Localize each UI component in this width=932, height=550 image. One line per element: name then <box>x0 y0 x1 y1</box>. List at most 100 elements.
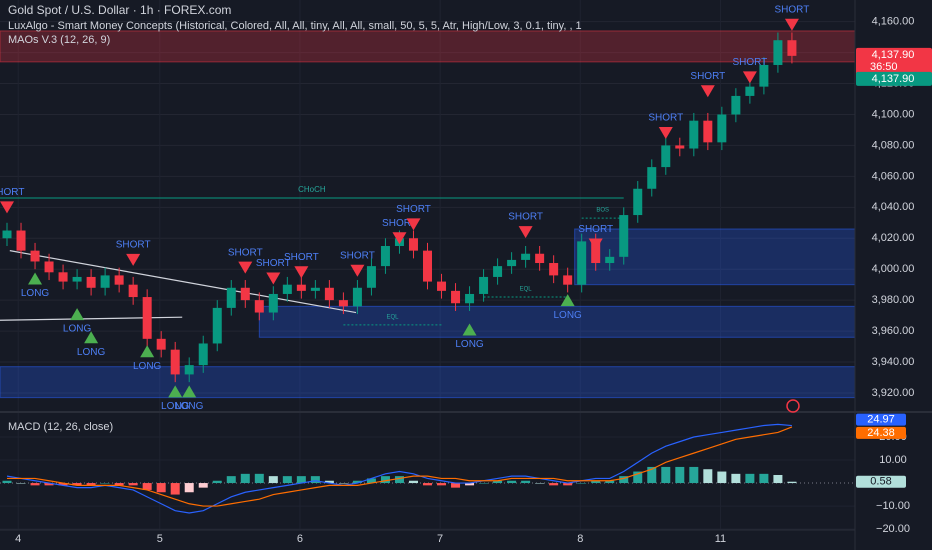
histogram-bar <box>72 483 82 486</box>
histogram-bar <box>605 480 615 484</box>
histogram-bar <box>310 476 320 484</box>
x-tick-label: 5 <box>157 533 163 545</box>
candle-body <box>254 300 264 313</box>
histogram-bar <box>633 471 643 484</box>
histogram-bar <box>114 483 124 486</box>
indicator-legend: MAOs V.3 (12, 26, 9) <box>8 34 110 46</box>
x-tick-label: 4 <box>15 533 21 545</box>
histogram-bar <box>240 473 250 484</box>
y-tick-label: 4,020.00 <box>872 232 915 244</box>
histogram-bar <box>507 480 517 484</box>
candle-body <box>156 338 166 350</box>
histogram-bar <box>451 483 461 488</box>
histogram-bar <box>549 483 559 486</box>
macd-line <box>6 423 792 514</box>
signal-label: SHORT <box>228 247 263 258</box>
histogram-bar <box>717 471 727 484</box>
candle-body <box>380 246 390 267</box>
candle-body <box>100 275 110 288</box>
signal-label: SHORT <box>648 113 683 124</box>
candle-body <box>479 276 489 294</box>
histogram-bar <box>184 483 194 493</box>
signal-label: SHORT <box>578 224 613 235</box>
value-tag <box>856 413 906 426</box>
zone <box>0 30 855 63</box>
candle-body <box>535 253 545 264</box>
candle-body <box>226 287 236 308</box>
candle-body <box>16 230 26 251</box>
short-signal <box>588 238 603 251</box>
signal-label: SHORT <box>0 187 24 198</box>
histogram-bar <box>394 476 404 484</box>
candle-body <box>142 297 152 339</box>
structure-label: EQL <box>386 314 399 320</box>
histogram-bar <box>493 480 503 484</box>
y-tick-label: 4,080.00 <box>872 139 915 151</box>
candle-body <box>619 215 629 257</box>
candle-body <box>451 290 461 304</box>
candle-body <box>352 287 362 307</box>
candle-body <box>647 167 657 189</box>
short-signal <box>742 71 757 84</box>
signal-label: LONG <box>161 401 190 412</box>
signal-label: SHORT <box>256 258 291 269</box>
candle-body <box>787 40 797 56</box>
short-signal <box>700 85 715 98</box>
short-signal <box>784 18 799 31</box>
header: Gold Spot / U.S. Dollar · 1h · FOREX.com… <box>8 3 582 46</box>
y-tick-label: 4,060.00 <box>872 170 915 182</box>
candle-body <box>465 293 475 304</box>
candle-body <box>689 120 699 149</box>
candle-body <box>661 145 671 168</box>
candle-body <box>703 120 713 143</box>
y-tick-label: 4,160.00 <box>872 16 915 28</box>
alert-icon[interactable] <box>786 399 800 413</box>
x-tick-label: 11 <box>715 533 726 545</box>
histogram-bar <box>296 476 306 484</box>
signal-label: SHORT <box>382 218 417 229</box>
candle-body <box>773 40 783 65</box>
candle-body <box>338 300 348 307</box>
histogram-bar <box>142 483 152 490</box>
long-signal <box>84 331 99 344</box>
candle-body <box>591 241 601 264</box>
long-signal <box>182 385 197 398</box>
candle-body <box>184 365 194 375</box>
short-signal <box>126 253 141 266</box>
signal-label: LONG <box>455 339 484 350</box>
value-tag-label: 0.58 <box>870 476 891 488</box>
histogram-bar <box>423 483 432 486</box>
signal-label: LONG <box>133 361 162 372</box>
ma-price-label: 4,137.90 <box>872 73 915 85</box>
candle-body <box>633 188 643 216</box>
candle-body <box>717 114 727 143</box>
histogram-bar <box>324 480 334 484</box>
trendline <box>9 250 357 314</box>
signal-label: SHORT <box>116 240 151 251</box>
histogram-bar <box>731 473 741 484</box>
zone <box>0 366 855 399</box>
signal-label: LONG <box>175 401 204 412</box>
histogram-bar <box>100 483 110 484</box>
long-signal <box>70 308 85 321</box>
long-signal <box>168 385 183 398</box>
histogram-bar <box>689 466 699 484</box>
short-signal <box>406 218 421 231</box>
candle-body <box>675 145 685 149</box>
candle-body <box>507 259 517 267</box>
histogram-bar <box>170 483 180 495</box>
histogram-bar <box>30 483 40 486</box>
histogram-bar <box>759 473 769 484</box>
candle-body <box>198 343 208 366</box>
value-tag <box>856 475 906 488</box>
signal-label: SHORT <box>732 57 767 68</box>
countdown-label: 36:50 <box>870 61 898 73</box>
histogram-bar <box>479 483 489 484</box>
histogram-bar <box>703 469 713 484</box>
candle-body <box>605 256 615 264</box>
zone <box>574 228 855 286</box>
long-signal <box>28 272 43 285</box>
candle-body <box>282 284 292 294</box>
y-tick-label: 3,980.00 <box>872 294 915 306</box>
